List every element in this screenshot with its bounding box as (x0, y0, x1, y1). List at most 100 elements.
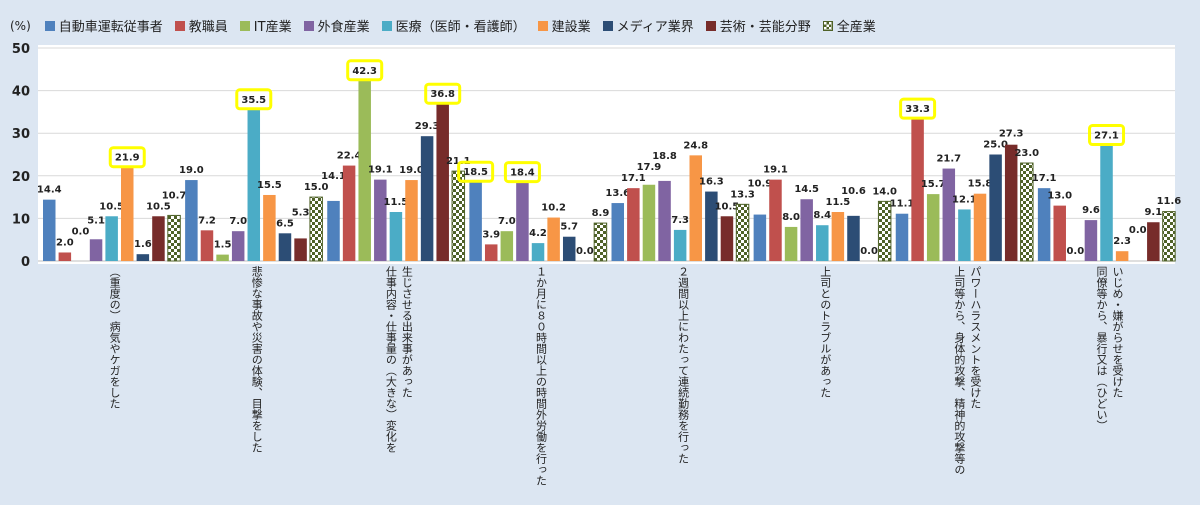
bar (405, 180, 418, 261)
x-category-label: 悲惨な事故や災害の体験、目撃をした (250, 266, 264, 453)
data-label: 11.5 (826, 197, 851, 208)
bar (500, 231, 514, 261)
bar (469, 182, 482, 261)
legend-swatch (44, 20, 55, 31)
data-label: 12.1 (952, 194, 977, 205)
data-label: 22.4 (337, 151, 362, 162)
bar (547, 217, 560, 261)
bar (374, 179, 387, 261)
data-label: 0.0 (1129, 225, 1147, 236)
legend-label: 建設業 (551, 20, 591, 35)
bar (705, 191, 718, 261)
data-label: 21.1 (446, 156, 471, 167)
legend-swatch (602, 20, 613, 31)
data-label: 29.3 (415, 121, 440, 132)
bar (753, 214, 767, 261)
bar (673, 229, 687, 261)
highlight-box (235, 88, 273, 111)
legend-label: 全産業 (836, 20, 876, 35)
highlight-box (108, 146, 146, 169)
data-label: 16.3 (699, 177, 724, 188)
legend-item: 芸術・芸能分野 (705, 16, 811, 35)
bar (309, 196, 323, 262)
y-tick-label: 20 (12, 170, 30, 185)
data-label: 24.8 (683, 140, 708, 151)
data-label: 0.0 (72, 226, 90, 237)
highlight-box (457, 160, 495, 183)
bar (973, 193, 987, 261)
legend-item: 外食産業 (303, 16, 370, 35)
data-label: 10.7 (162, 190, 187, 201)
bar (800, 199, 813, 261)
data-label: 27.1 (1094, 131, 1119, 142)
data-label: 0.0 (860, 246, 878, 257)
legend-swatch (381, 20, 392, 31)
legend-swatch (239, 20, 250, 31)
y-tick-label: 0 (21, 255, 30, 270)
bar (562, 236, 576, 261)
bar (342, 165, 356, 261)
y-axis-unit: (%) (10, 18, 31, 33)
x-category-label: 仕事内容・仕事量の（大きな）変化を 生じさせる出来事があった (384, 266, 414, 453)
data-label: 6.5 (276, 218, 294, 229)
data-label: 4.2 (529, 228, 547, 239)
bar (121, 167, 134, 261)
bar (436, 104, 449, 262)
bar (247, 109, 261, 262)
bar (167, 214, 181, 262)
bar (358, 80, 371, 261)
x-category-label: 上司等から、身体的攻撃、精神的攻撃等の パワーハラスメントを受けた (952, 266, 982, 475)
bar (389, 212, 403, 261)
legend-item: IT産業 (239, 16, 292, 35)
data-label: 14.5 (794, 184, 819, 195)
data-label: 9.1 (1144, 207, 1162, 218)
y-tick-label: 50 (12, 42, 30, 57)
data-label: 19.0 (399, 165, 424, 176)
data-label: 18.4 (510, 168, 535, 179)
bar (658, 180, 671, 261)
bar (816, 225, 829, 261)
y-tick-label: 40 (12, 85, 30, 100)
x-category-label: 上司とのトラブルがあった (818, 266, 832, 398)
bar (136, 254, 150, 261)
bar (1004, 144, 1018, 261)
data-label: 10.5 (99, 201, 124, 212)
data-label: 13.0 (1047, 191, 1072, 202)
bar (1162, 211, 1176, 262)
bar (769, 179, 782, 261)
legend-item: 自動車運転従事者 (44, 16, 163, 35)
data-label: 19.1 (368, 165, 393, 176)
legend-swatch (705, 20, 716, 31)
data-label: 21.7 (936, 154, 961, 165)
bar (1100, 145, 1113, 261)
data-label: 9.6 (1082, 205, 1100, 216)
data-label: 10.9 (748, 178, 773, 189)
bar (877, 200, 892, 262)
legend-swatch (537, 20, 548, 31)
data-label: 8.9 (592, 208, 610, 219)
bar (231, 231, 245, 261)
bar (516, 182, 529, 261)
data-label: 19.1 (763, 165, 788, 176)
bar (689, 155, 702, 261)
data-label: 18.8 (652, 151, 677, 162)
legend-label: IT産業 (253, 20, 292, 35)
bar (911, 119, 924, 261)
data-label: 13.3 (730, 189, 755, 200)
data-label: 2.3 (1113, 236, 1131, 247)
bar (43, 199, 56, 261)
data-label: 1.6 (134, 239, 152, 250)
legend-item: 教職員 (174, 16, 228, 35)
data-label: 21.9 (115, 153, 140, 164)
legend-label: 教職員 (188, 20, 228, 35)
data-label: 42.3 (352, 66, 377, 77)
data-label: 10.2 (541, 203, 566, 214)
data-label: 14.1 (321, 171, 346, 182)
bar (420, 136, 434, 261)
bar (89, 239, 103, 261)
data-label: 11.6 (1157, 196, 1182, 207)
bar (278, 233, 292, 261)
bar (958, 209, 971, 261)
